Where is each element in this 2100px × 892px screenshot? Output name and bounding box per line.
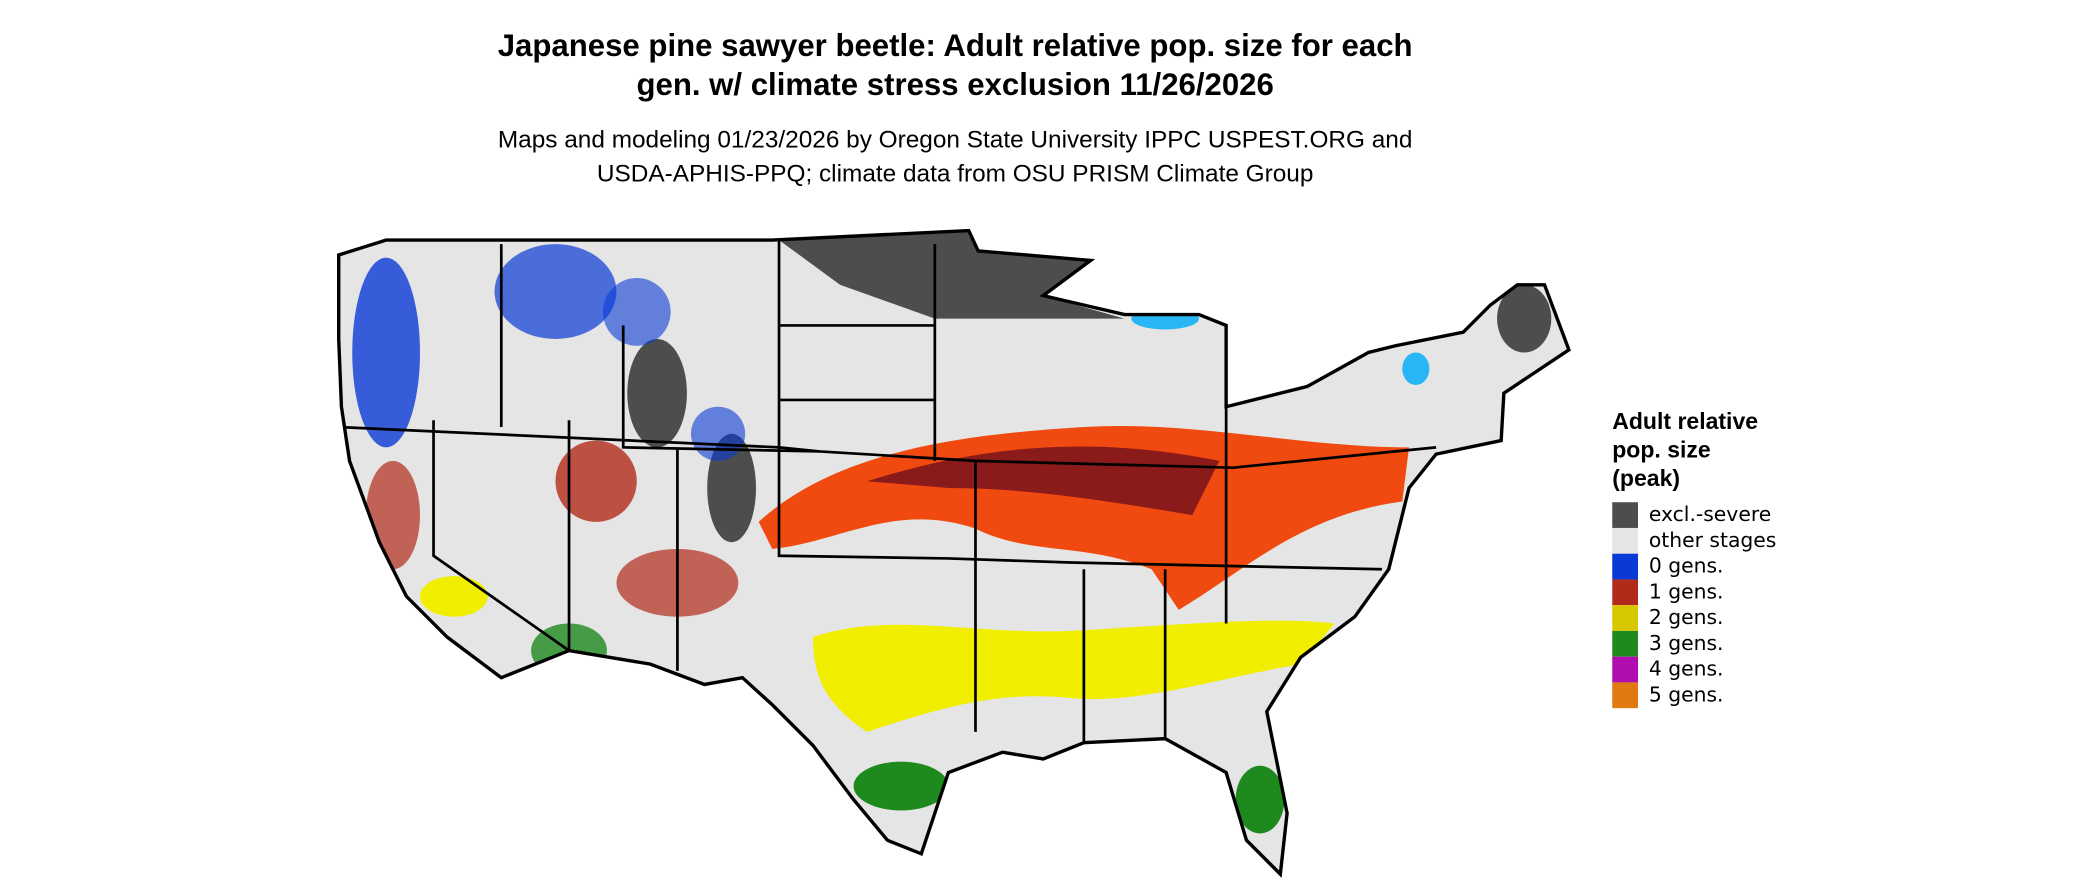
subtitle-line: USDA-APHIS-PPQ; climate data from OSU PR… <box>597 160 1314 187</box>
legend-swatch <box>1612 630 1638 657</box>
legend-label: 2 gens. <box>1649 605 1724 629</box>
legend-swatch <box>1612 502 1638 528</box>
us-map <box>337 228 1571 876</box>
legend-label: 4 gens. <box>1649 657 1724 681</box>
legend-swatch <box>1612 527 1638 554</box>
legend-title: Adult relative <box>1612 408 1758 434</box>
header: Japanese pine sawyer beetle: Adult relat… <box>498 28 1413 188</box>
title-line: Japanese pine sawyer beetle: Adult relat… <box>498 28 1413 63</box>
legend-label: 0 gens. <box>1649 554 1724 578</box>
title-line: gen. w/ climate stress exclusion 11/26/2… <box>636 67 1273 102</box>
legend-swatch <box>1612 682 1638 709</box>
legend-swatch <box>1612 656 1638 683</box>
legend-label: excl.-severe <box>1649 502 1771 526</box>
subtitle-line: Maps and modeling 01/23/2026 by Oregon S… <box>498 127 1413 154</box>
legend-title: (peak) <box>1612 465 1680 491</box>
legend-label: 3 gens. <box>1649 631 1724 655</box>
legend-label: 1 gens. <box>1649 579 1724 603</box>
legend-swatch <box>1612 553 1638 580</box>
legend-label: other stages <box>1649 528 1777 552</box>
state-lines <box>338 240 1437 743</box>
legend-label: 5 gens. <box>1649 682 1724 706</box>
legend-swatch <box>1612 579 1638 606</box>
legend-swatch <box>1612 605 1638 631</box>
legend-title: pop. size <box>1612 436 1711 462</box>
zones <box>352 230 1552 834</box>
